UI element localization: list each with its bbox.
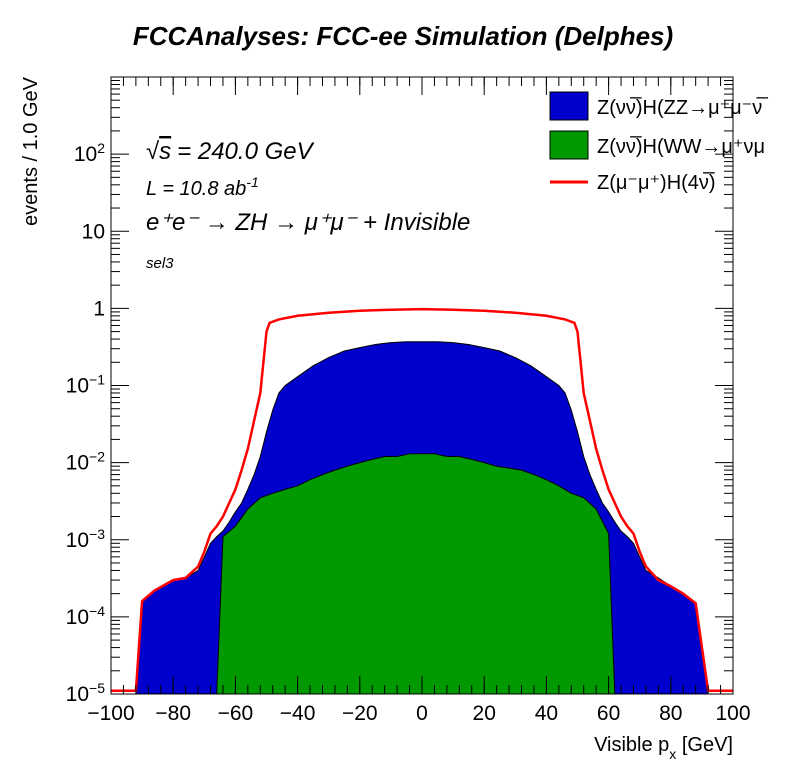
- y-tick-label: 10−4: [66, 603, 106, 629]
- legend: Z(νν̅)H(ZZ→μ⁺μ⁻ν̅ Z(νν̅)H(WW→μ⁺νμ Z(μ⁻μ⁺)H…: [549, 91, 768, 194]
- legend-entry-label: Z(μ⁻μ⁺)H(4ν̅): [597, 171, 716, 194]
- x-tick-label: 80: [659, 702, 682, 725]
- x-tick-label: 0: [416, 702, 428, 725]
- y-tick-label: 1: [93, 297, 105, 320]
- x-tick-label: −20: [342, 702, 378, 725]
- x-tick-label: −40: [280, 702, 316, 725]
- sqrt-s-annotation: √s = 240.0 GeV: [146, 138, 315, 165]
- sqrt-symbol: √: [146, 138, 160, 165]
- x-tick-label: 20: [473, 702, 496, 725]
- legend-entry-label: Z(νν̅)H(WW→μ⁺νμ: [597, 135, 765, 158]
- plot-area: [111, 307, 733, 694]
- x-tick-label: −60: [218, 702, 254, 725]
- legend-entry-label: Z(νν̅)H(ZZ→μ⁺μ⁻ν̅: [597, 96, 768, 119]
- luminosity-exponent: -1: [246, 174, 258, 190]
- axis-ticks: −100 −80 −60 −40 −20 0 20 40 60 80 100 10−5 10−4 10−3…: [66, 77, 751, 725]
- luminosity-value: L = 10.8 ab: [146, 178, 246, 200]
- y-tick-label: 10−1: [66, 372, 106, 398]
- sqrt-s-value: = 240.0 GeV: [177, 138, 314, 165]
- y-tick-label: 102: [74, 140, 105, 166]
- y-tick-label: 10−5: [66, 680, 106, 706]
- chart-title: FCCAnalyses: FCC-ee Simulation (Delphes): [133, 21, 673, 51]
- y-axis-title: events / 1.0 GeV: [20, 76, 42, 226]
- x-tick-label: 100: [715, 702, 750, 725]
- process-annotation: e⁺e⁻ → ZH → μ⁺μ⁻ + Invisible: [146, 209, 470, 236]
- x-tick-label: −100: [87, 702, 134, 725]
- legend-swatch: [549, 130, 589, 160]
- legend-swatch: [549, 91, 589, 121]
- y-tick-label: 10−2: [66, 449, 106, 475]
- selection-label: sel3: [146, 255, 174, 272]
- annotation-block: √s = 240.0 GeV L = 10.8 ab-1 e⁺e⁻ → ZH → …: [146, 138, 470, 272]
- x-tick-label: −80: [155, 702, 191, 725]
- luminosity-annotation: L = 10.8 ab-1: [146, 174, 259, 200]
- x-tick-label: 60: [597, 702, 620, 725]
- y-tick-label: 10: [82, 220, 105, 243]
- y-tick-label: 10−3: [66, 526, 106, 552]
- series-3-line: [111, 307, 733, 693]
- x-tick-label: 40: [535, 702, 558, 725]
- series-2-fill: [216, 453, 616, 694]
- x-axis-title: Visible px [GeV]: [594, 734, 733, 762]
- sqrt-variable: s: [159, 138, 171, 165]
